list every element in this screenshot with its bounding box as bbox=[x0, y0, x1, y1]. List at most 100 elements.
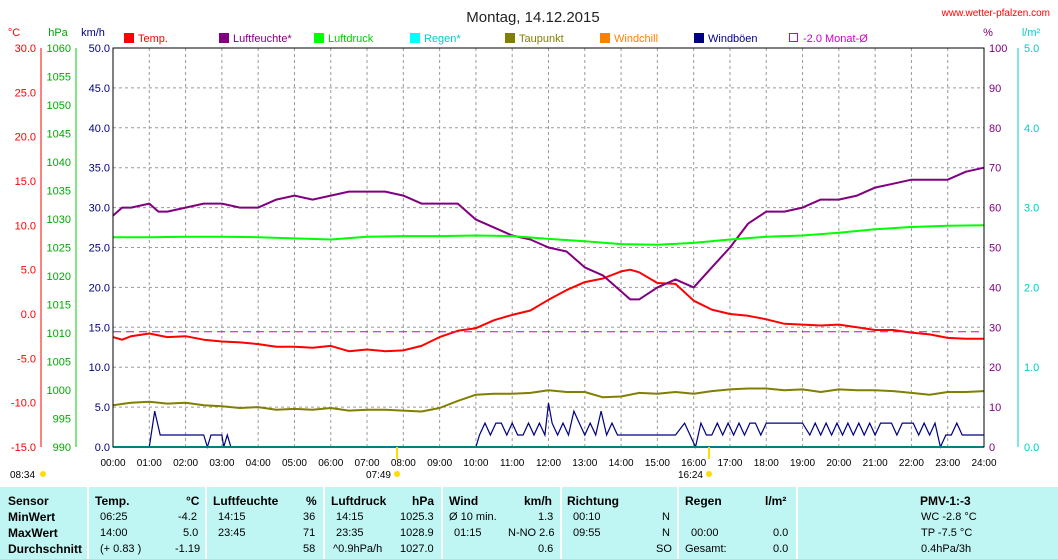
header-wind-unit: km/h bbox=[524, 494, 553, 508]
pmv-pressure-trend: 0.4hPa/3h bbox=[921, 543, 972, 555]
header-rain: Regen bbox=[685, 494, 722, 508]
time-tick-label: 10:00 bbox=[463, 458, 488, 469]
temp-tick-label: 25.0 bbox=[15, 87, 36, 99]
max-temp-value: 5.0 bbox=[183, 527, 199, 539]
max-press-value: 1028.9 bbox=[400, 527, 434, 539]
hpa-tick-label: 1005 bbox=[47, 357, 71, 369]
temp-tick-label: -10.0 bbox=[11, 398, 36, 410]
time-tick-label: 24:00 bbox=[971, 458, 996, 469]
temp-tick-label: 30.0 bbox=[15, 43, 36, 55]
legend-label: Windböen bbox=[708, 33, 758, 45]
hpa-tick-label: 995 bbox=[53, 414, 71, 426]
min-dir-value: N bbox=[662, 511, 670, 523]
pct-tick-label: 40 bbox=[989, 282, 1001, 294]
header-temp-unit: °C bbox=[186, 494, 200, 508]
avg-hum-value: 58 bbox=[303, 543, 316, 555]
time-tick-label: 16:00 bbox=[681, 458, 706, 469]
time-tick-label: 09:00 bbox=[427, 458, 452, 469]
rain-tick-label: 0.0 bbox=[1024, 442, 1039, 454]
temp-tick-label: 15.0 bbox=[15, 176, 36, 188]
series-line-temp bbox=[112, 268, 984, 353]
legend-item: Taupunkt bbox=[505, 33, 564, 45]
legend-label: Taupunkt bbox=[519, 33, 564, 45]
time-tick-label: 12:00 bbox=[536, 458, 561, 469]
axis-tick-labels: 00:00 01:00 02:00 03:00 04:00 05:00 06:00 07:00… bbox=[11, 43, 1039, 469]
legend-label: -2.0 Monat-Ø bbox=[803, 33, 868, 45]
legend-label: Regen* bbox=[424, 33, 461, 45]
pct-tick-label: 70 bbox=[989, 163, 1001, 175]
hpa-tick-label: 1030 bbox=[47, 214, 71, 226]
max-rain-time: 00:00 bbox=[691, 527, 719, 539]
header-pressure: Luftdruck bbox=[331, 494, 387, 508]
legend-swatch bbox=[505, 33, 515, 43]
header-wind: Wind bbox=[449, 494, 479, 508]
sunset-marker: 16:24 bbox=[678, 447, 712, 481]
time-tick-label: 06:00 bbox=[318, 458, 343, 469]
hpa-tick-label: 1055 bbox=[47, 72, 71, 84]
sun-icon bbox=[40, 471, 46, 477]
min-hum-time: 14:15 bbox=[218, 511, 246, 523]
min-hum-value: 36 bbox=[303, 511, 316, 523]
hpa-tick-label: 1015 bbox=[47, 300, 71, 312]
legend-swatch bbox=[694, 33, 704, 43]
max-hum-value: 71 bbox=[303, 527, 316, 539]
max-temp-time: 14:00 bbox=[100, 527, 128, 539]
kmh-tick-label: 45.0 bbox=[89, 83, 110, 95]
hpa-tick-label: 1000 bbox=[47, 385, 71, 397]
kmh-tick-label: 25.0 bbox=[89, 243, 110, 255]
min-temp-time: 06:25 bbox=[100, 511, 128, 523]
min-press-value: 1025.3 bbox=[400, 511, 434, 523]
rain-tick-label: 2.0 bbox=[1024, 282, 1039, 294]
hpa-tick-label: 1040 bbox=[47, 157, 71, 169]
hpa-tick-label: 1020 bbox=[47, 271, 71, 283]
temp-tick-label: -15.0 bbox=[11, 442, 36, 454]
time-tick-label: 05:00 bbox=[282, 458, 307, 469]
time-tick-label: 18:00 bbox=[754, 458, 779, 469]
kmh-tick-label: 30.0 bbox=[89, 203, 110, 215]
legend-item: Luftfeuchte* bbox=[219, 33, 292, 45]
pct-tick-label: 0 bbox=[989, 442, 995, 454]
time-tick-label: 23:00 bbox=[935, 458, 960, 469]
time-tick-label: 22:00 bbox=[899, 458, 924, 469]
series-line-taupunkt bbox=[112, 387, 985, 413]
legend-swatch bbox=[600, 33, 610, 43]
min-temp-value: -4.2 bbox=[178, 511, 197, 523]
pct-tick-label: 100 bbox=[989, 43, 1007, 55]
legend-label: Windchill bbox=[614, 33, 658, 45]
sunset-label: 16:24 bbox=[678, 470, 703, 481]
legend-item: Temp. bbox=[124, 33, 168, 45]
kmh-unit-label: km/h bbox=[81, 27, 105, 39]
temp-tick-label: 5.0 bbox=[21, 265, 36, 277]
hpa-tick-label: 1050 bbox=[47, 100, 71, 112]
time-tick-label: 02:00 bbox=[173, 458, 198, 469]
pct-tick-label: 80 bbox=[989, 123, 1001, 135]
pct-tick-label: 50 bbox=[989, 243, 1001, 255]
kmh-tick-label: 20.0 bbox=[89, 282, 110, 294]
header-humidity: Luftfeuchte bbox=[213, 494, 279, 508]
hpa-tick-label: 1010 bbox=[47, 328, 71, 340]
corner-time: 08:34 bbox=[10, 470, 35, 481]
legend-item: Regen* bbox=[410, 33, 461, 45]
hpa-unit-label: hPa bbox=[48, 27, 68, 39]
legend-item: Windchill bbox=[600, 33, 658, 45]
series-line-luftfeuchte bbox=[112, 166, 985, 301]
sunrise-icon bbox=[394, 471, 400, 477]
header-temp: Temp. bbox=[95, 494, 130, 508]
pmv-windchill: WC -2.8 °C bbox=[921, 511, 977, 523]
hpa-tick-label: 1045 bbox=[47, 129, 71, 141]
kmh-tick-label: 15.0 bbox=[89, 322, 110, 334]
time-tick-label: 14:00 bbox=[609, 458, 634, 469]
avg-wind-value: 0.6 bbox=[538, 543, 554, 555]
time-tick-label: 03:00 bbox=[209, 458, 234, 469]
weather-chart: Montag, 14.12.2015 www.wetter-pfalzen.co… bbox=[7, 8, 1050, 481]
legend-swatch bbox=[314, 33, 324, 43]
rain-tick-label: 4.0 bbox=[1024, 123, 1039, 135]
header-humidity-unit: % bbox=[306, 494, 317, 508]
rain-tick-label: 3.0 bbox=[1024, 203, 1039, 215]
header-pmv: PMV-1:-3 bbox=[920, 494, 971, 508]
avg-temp-trend: (+ 0.83 ) bbox=[100, 543, 142, 555]
total-rain-label: Gesamt: bbox=[685, 543, 727, 555]
max-press-time: 23:35 bbox=[336, 527, 364, 539]
pct-tick-label: 10 bbox=[989, 402, 1001, 414]
kmh-tick-label: 50.0 bbox=[89, 43, 110, 55]
